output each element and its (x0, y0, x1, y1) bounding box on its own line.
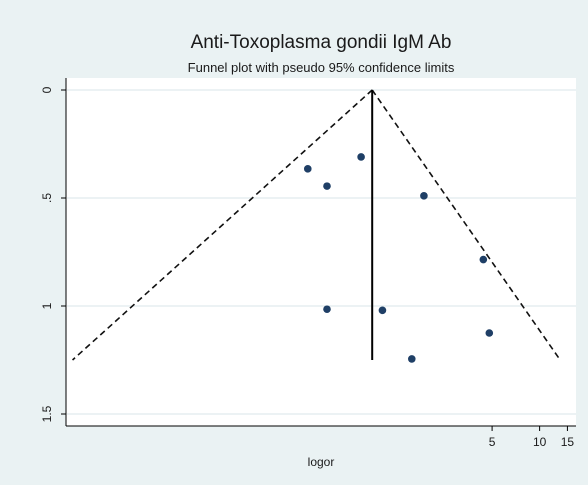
study-point (485, 329, 494, 337)
study-point (323, 182, 331, 190)
y-axis-ticks: 0 .5 1 1.5 (40, 86, 66, 422)
ci-limit-left (71, 89, 373, 361)
study-points (303, 153, 494, 363)
x-axis-ticks: 5 10 15 (489, 426, 575, 449)
x-tick-label: 5 (489, 435, 496, 449)
chart-title: Anti-Toxoplasma gondii IgM Ab (191, 32, 452, 53)
gridlines (67, 89, 576, 415)
plot-area (66, 78, 576, 426)
study-point (407, 355, 416, 363)
y-tick-label: 0 (40, 86, 54, 93)
study-point (357, 153, 365, 161)
study-point (303, 165, 312, 173)
study-point (323, 305, 331, 314)
ci-limit-right (371, 89, 561, 361)
confidence-limits (71, 89, 561, 361)
chart-subtitle: Funnel plot with pseudo 95% confidence l… (188, 60, 455, 75)
study-point (378, 306, 387, 315)
y-tick-label: 1 (40, 302, 54, 309)
study-point (420, 192, 428, 200)
x-tick-label: 10 (533, 435, 547, 449)
x-axis-title: logor (308, 455, 335, 469)
x-tick-label: 15 (561, 435, 575, 449)
study-point (479, 255, 488, 264)
y-tick-label: .5 (40, 193, 54, 203)
y-tick-label: 1.5 (40, 405, 54, 422)
